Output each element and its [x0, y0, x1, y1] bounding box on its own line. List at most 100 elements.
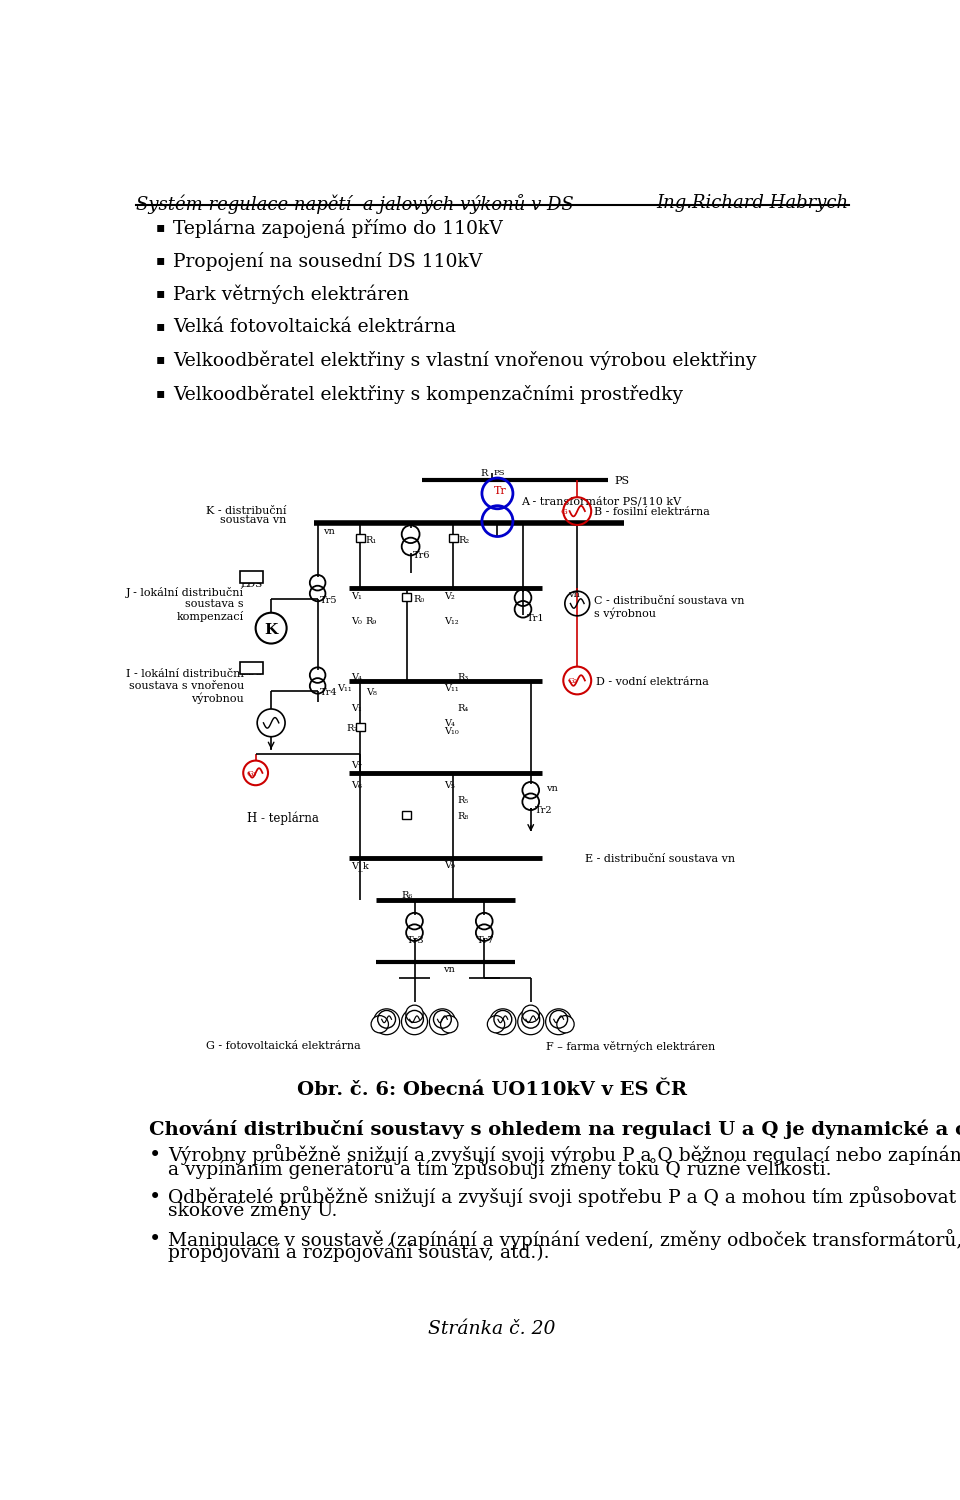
Text: V₆: V₆	[351, 780, 362, 789]
Text: G₂: G₂	[568, 678, 578, 686]
Circle shape	[373, 1010, 399, 1035]
Text: Park větrných elektráren: Park větrných elektráren	[173, 285, 409, 304]
Text: Odběratelé průběžně snižují a zvyšují svoji spotřebu P a Q a mohou tím způsobova: Odběratelé průběžně snižují a zvyšují sv…	[168, 1186, 960, 1208]
Text: R₂: R₂	[459, 536, 469, 544]
Text: R₁: R₁	[366, 536, 377, 544]
Text: soustava vn: soustava vn	[220, 514, 287, 525]
Text: ▪: ▪	[156, 220, 165, 234]
Text: Výrobny průběžně snižují a zvyšují svoji výrobu P a Q běžnou regulací nebo zapín: Výrobny průběžně snižují a zvyšují svoji…	[168, 1144, 960, 1166]
Text: V₁: V₁	[351, 592, 362, 602]
Text: V₁₁: V₁₁	[337, 684, 351, 693]
Text: Velkoodběratel elektřiny s kompenzačními prostředky: Velkoodběratel elektřiny s kompenzačními…	[173, 384, 683, 404]
Circle shape	[401, 1010, 427, 1035]
Text: Ing.Richard Habrych: Ing.Richard Habrych	[657, 194, 849, 211]
Text: ▪: ▪	[156, 254, 165, 267]
Text: Tr2: Tr2	[535, 806, 552, 814]
Text: vn: vn	[324, 526, 335, 536]
Text: R₆: R₆	[401, 891, 413, 900]
Text: Obr. č. 6: Obecná UO110kV v ES ČR: Obr. č. 6: Obecná UO110kV v ES ČR	[297, 1082, 687, 1100]
Text: PS: PS	[614, 477, 630, 486]
Text: V₉: V₉	[444, 861, 455, 870]
Text: Teplárna zapojená přímo do 110kV: Teplárna zapojená přímo do 110kV	[173, 219, 502, 239]
Text: Tr: Tr	[493, 486, 506, 495]
FancyBboxPatch shape	[240, 572, 263, 584]
Text: H - teplárna: H - teplárna	[247, 812, 319, 825]
Text: V₇: V₇	[351, 762, 362, 771]
Text: V₈: V₈	[366, 688, 376, 698]
Text: C - distribuční soustava vn
s výrobnou: C - distribuční soustava vn s výrobnou	[594, 596, 745, 619]
Circle shape	[441, 1016, 458, 1034]
Text: Tr1: Tr1	[527, 614, 544, 622]
Text: V₁₀: V₁₀	[444, 726, 459, 735]
Text: Tr4: Tr4	[320, 688, 338, 698]
Text: Tr6: Tr6	[413, 550, 430, 560]
Text: Velká fotovoltaická elektrárna: Velká fotovoltaická elektrárna	[173, 318, 456, 336]
FancyBboxPatch shape	[355, 723, 365, 730]
Text: R₀: R₀	[413, 596, 424, 604]
Circle shape	[545, 1010, 571, 1035]
Text: Manipulace v soustavě (zapínání a vypínání vedení, změny odboček transformátorů,: Manipulace v soustavě (zapínání a vypíná…	[168, 1228, 960, 1250]
Text: D - vodní elektrárna: D - vodní elektrárna	[596, 676, 708, 687]
Text: R₇: R₇	[347, 723, 357, 732]
Text: PS: PS	[493, 468, 505, 477]
Text: K - distribuční: K - distribuční	[206, 506, 287, 516]
Text: LDS: LDS	[241, 578, 262, 586]
Text: Chování distribuční soustavy s ohledem na regulaci U a Q je dynamické a ovlivněn: Chování distribuční soustavy s ohledem n…	[150, 1119, 960, 1138]
Text: Tr3: Tr3	[407, 936, 424, 945]
Text: Tr5: Tr5	[320, 596, 338, 604]
Text: R: R	[480, 468, 488, 477]
Circle shape	[372, 1016, 389, 1034]
FancyBboxPatch shape	[355, 534, 365, 542]
Text: vn: vn	[546, 784, 558, 794]
Text: •: •	[149, 1146, 161, 1164]
Text: V₁₂: V₁₂	[444, 618, 459, 627]
Text: Stránka č. 20: Stránka č. 20	[428, 1320, 556, 1338]
Text: R₉: R₉	[366, 618, 377, 627]
Text: Propojení na sousední DS 110kV: Propojení na sousední DS 110kV	[173, 252, 482, 270]
Text: J - lokální distribuční
soustava s
kompenzací: J - lokální distribuční soustava s kompe…	[126, 586, 244, 622]
Text: •: •	[149, 1188, 161, 1208]
Text: R₄: R₄	[457, 704, 468, 712]
Text: G₃: G₃	[247, 770, 256, 778]
Text: B - fosilní elektrárna: B - fosilní elektrárna	[594, 507, 710, 518]
Text: Systém regulace napětí  a jalových výkonů v DS: Systém regulace napětí a jalových výkonů…	[135, 194, 573, 214]
Text: G - fotovoltaická elektrárna: G - fotovoltaická elektrárna	[205, 1041, 360, 1052]
FancyBboxPatch shape	[448, 534, 458, 542]
Text: LDS: LDS	[241, 668, 262, 676]
Text: I - lokální distribuční
soustava s vnořenou
výrobnou: I - lokální distribuční soustava s vnoře…	[126, 669, 244, 704]
Circle shape	[557, 1016, 574, 1034]
Text: ▪: ▪	[156, 352, 165, 366]
Circle shape	[406, 1005, 423, 1023]
FancyBboxPatch shape	[402, 812, 412, 819]
Text: V₅: V₅	[444, 780, 455, 789]
Text: vn: vn	[444, 966, 455, 975]
Text: Velkoodběratel elektřiny s vlastní vnořenou výrobou elektřiny: Velkoodběratel elektřiny s vlastní vnoře…	[173, 351, 756, 370]
Circle shape	[522, 1005, 540, 1023]
Text: propojování a rozpojování soustav, atd.).: propojování a rozpojování soustav, atd.)…	[168, 1242, 549, 1262]
Text: R₃: R₃	[457, 674, 468, 682]
Text: V₂: V₂	[444, 592, 455, 602]
Text: A - transformátor PS/110 kV: A - transformátor PS/110 kV	[520, 495, 681, 506]
Circle shape	[517, 1010, 543, 1035]
Text: a vypínáním generátorů a tím způsobují změny toků Q různé velikosti.: a vypínáním generátorů a tím způsobují z…	[168, 1158, 831, 1179]
Text: ▪: ▪	[156, 320, 165, 333]
Text: G: G	[561, 509, 567, 516]
Text: V₀: V₀	[351, 618, 362, 627]
Text: Tr7: Tr7	[476, 936, 494, 945]
Text: R₈: R₈	[457, 812, 468, 820]
Text: V_k: V_k	[351, 861, 369, 871]
Circle shape	[490, 1010, 516, 1035]
Text: ▪: ▪	[156, 286, 165, 300]
Text: LDS: LDS	[241, 580, 263, 590]
Text: ▪: ▪	[156, 386, 165, 399]
Text: vn: vn	[568, 590, 580, 598]
Circle shape	[488, 1016, 505, 1034]
Text: V₄: V₄	[444, 718, 455, 728]
Text: V₁: V₁	[351, 704, 362, 712]
Text: K: K	[265, 622, 277, 636]
Text: •: •	[149, 1230, 161, 1250]
Text: V₁₁: V₁₁	[444, 684, 459, 693]
Text: skokové změny U.: skokové změny U.	[168, 1200, 337, 1219]
Text: F – farma větrných elektráren: F – farma větrných elektráren	[546, 1041, 715, 1053]
Text: R₅: R₅	[457, 796, 468, 806]
